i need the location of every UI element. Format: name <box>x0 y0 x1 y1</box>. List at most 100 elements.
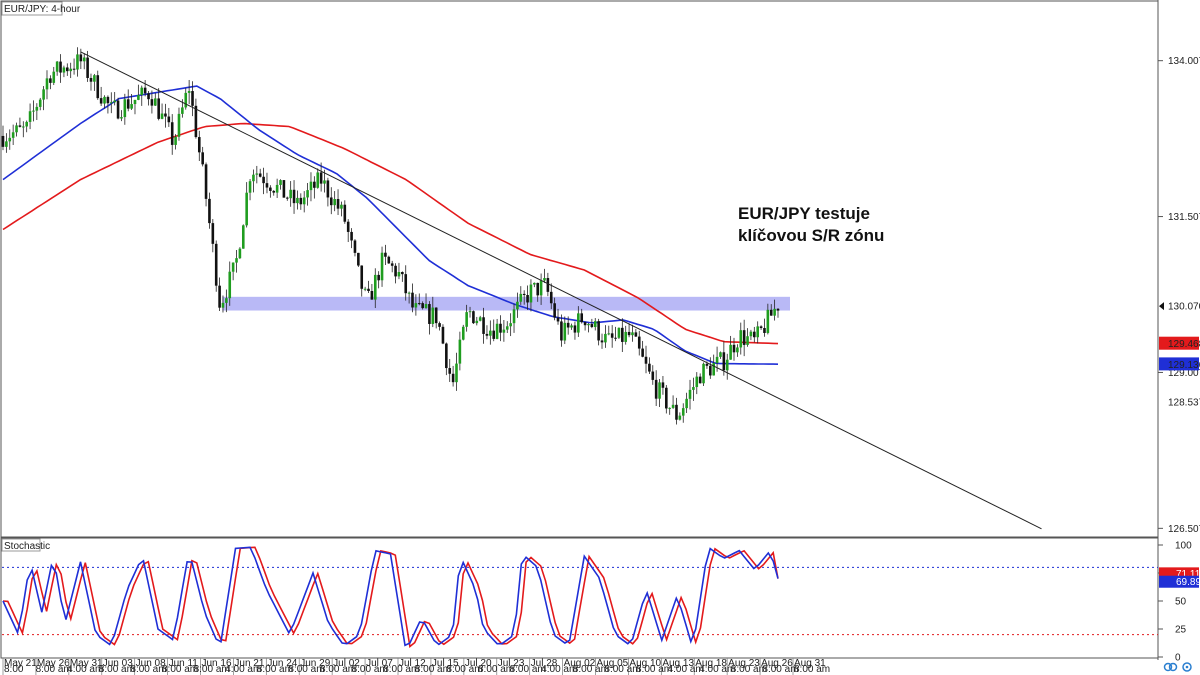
candle-body <box>394 266 397 277</box>
candle-body <box>672 405 675 408</box>
candle-body <box>276 185 279 193</box>
candle-body <box>90 78 93 82</box>
candle-body <box>760 326 763 328</box>
candle-body <box>475 321 478 323</box>
candle-body <box>316 172 319 187</box>
candle-body <box>168 117 171 123</box>
stoch-tick-label: 25 <box>1175 625 1187 636</box>
candle-body <box>624 332 627 342</box>
candle-body <box>388 257 391 264</box>
candle-body <box>540 281 543 296</box>
candle-body <box>25 122 28 127</box>
candle-body <box>127 99 130 108</box>
candle-body <box>455 364 458 383</box>
candle-body <box>513 309 516 323</box>
candle-body <box>93 75 96 81</box>
candle-body <box>174 137 177 145</box>
candle-body <box>96 75 99 98</box>
candle-body <box>523 294 526 295</box>
candle-body <box>465 312 468 327</box>
candle-body <box>631 332 634 335</box>
candle-body <box>594 321 597 327</box>
candle-body <box>39 100 42 107</box>
candle-body <box>286 198 289 199</box>
candle-body <box>415 303 418 307</box>
candle-body <box>46 78 49 89</box>
time-tick-label: 8:00 am <box>794 664 830 675</box>
candle-body <box>306 190 309 197</box>
candle-body <box>212 223 215 244</box>
candle-body <box>574 325 577 332</box>
candle-body <box>675 405 678 420</box>
candle-body <box>489 331 492 336</box>
annotation-line-2: klíčovou S/R zónu <box>738 226 884 245</box>
candle-body <box>218 286 221 308</box>
candle-body <box>124 99 127 117</box>
candle-body <box>553 303 556 317</box>
candle-body <box>411 293 414 308</box>
candle-body <box>587 324 590 325</box>
candle-body <box>313 182 316 188</box>
candle-body <box>228 272 231 299</box>
candle-body <box>398 272 401 276</box>
candle-body <box>52 72 55 83</box>
candle-body <box>530 285 533 303</box>
candle-body <box>184 93 187 108</box>
candle-body <box>560 321 563 340</box>
candle-body <box>2 136 5 147</box>
candle-body <box>56 62 59 72</box>
candle-body <box>279 180 282 185</box>
candle-body <box>499 324 502 333</box>
candle-body <box>19 125 22 126</box>
candle-body <box>283 180 286 198</box>
candle-body <box>496 324 499 339</box>
candle-body <box>668 408 671 409</box>
candle-body <box>753 332 756 338</box>
candle-body <box>408 293 411 294</box>
candle-body <box>580 313 583 322</box>
stoch-tick-label: 50 <box>1175 597 1187 608</box>
candle-body <box>117 101 120 119</box>
annotation-line-1: EUR/JPY testuje <box>738 204 870 223</box>
candle-body <box>682 408 685 415</box>
candle-body <box>763 328 766 333</box>
candle-body <box>29 111 32 122</box>
candle-body <box>492 331 495 339</box>
candle-body <box>695 377 698 387</box>
candle-body <box>256 173 259 174</box>
candle-body <box>729 345 732 360</box>
candle-body <box>702 364 705 383</box>
candle-body <box>462 327 465 340</box>
candle-body <box>364 289 367 290</box>
price-tag-label: 129.468 <box>1168 339 1200 350</box>
candle-body <box>303 197 306 204</box>
candle-body <box>272 191 275 193</box>
candle-body <box>739 330 742 347</box>
candle-body <box>130 104 133 109</box>
candle-body <box>350 232 353 241</box>
candle-body <box>357 253 360 266</box>
candle-body <box>161 114 164 119</box>
candle-body <box>401 272 404 274</box>
candle-body <box>536 283 539 295</box>
candle-body <box>486 334 489 336</box>
candle-body <box>723 352 726 370</box>
candle-body <box>36 107 39 111</box>
candle-body <box>333 199 336 205</box>
candle-body <box>716 357 719 363</box>
candle-body <box>144 88 147 94</box>
candle-body <box>543 278 546 281</box>
candle-body <box>638 337 641 349</box>
candle-body <box>293 190 296 203</box>
candle-body <box>662 382 665 387</box>
candle-body <box>482 317 485 334</box>
candle-body <box>641 349 644 357</box>
candle-body <box>621 328 624 342</box>
candle-body <box>469 311 472 312</box>
candle-body <box>503 330 506 333</box>
candle-body <box>86 58 89 78</box>
candle-body <box>205 164 208 199</box>
candle-body <box>107 97 110 103</box>
candle-body <box>66 67 69 71</box>
candle-body <box>381 253 384 281</box>
